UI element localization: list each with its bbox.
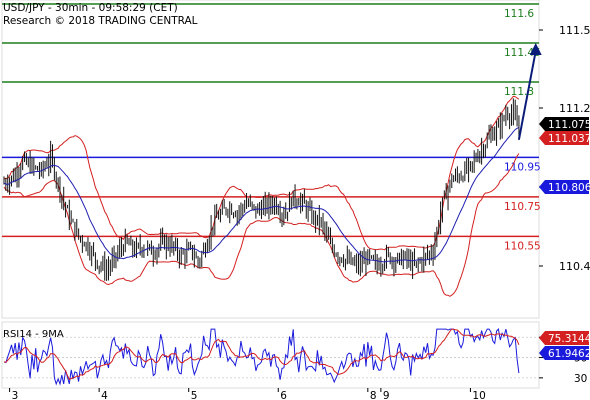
bollinger-lower <box>3 153 520 297</box>
level-label-110.75: 110.75 <box>504 201 541 213</box>
rsi-tag-text-75.3144: 75.3144 <box>548 333 590 345</box>
price-tag-110.806 <box>539 180 589 194</box>
chart-copyright: Research © 2018 TRADING CENTRAL <box>3 15 198 27</box>
time-tick-label-4: 4 <box>101 390 108 400</box>
moving-average <box>3 126 520 263</box>
time-tick-label-5: 5 <box>191 390 198 400</box>
price-tag-111.075 <box>539 117 589 131</box>
rsi-ma-line <box>3 328 520 381</box>
forecast-arrow <box>517 43 542 140</box>
level-label-110.55: 110.55 <box>504 240 541 252</box>
time-tick-label-6: 6 <box>280 390 287 400</box>
forecast-arrow-shaft <box>517 50 537 140</box>
level-label-111.6: 111.6 <box>504 8 534 20</box>
price-axis: 110.4110.8111.2111.5111.075111.037110.80… <box>539 24 590 273</box>
forecast-arrow-head <box>529 43 542 55</box>
price-tag-text-110.806: 110.806 <box>548 182 590 194</box>
level-label-111.45: 111.45 <box>504 47 541 59</box>
rsi-tag-75.3144 <box>539 331 589 345</box>
price-tag-text-111.075: 111.075 <box>548 119 590 131</box>
level-label-110.95: 110.95 <box>504 161 541 173</box>
time-tick-label-9: 9 <box>383 390 390 400</box>
price-tag-111.037 <box>539 131 589 145</box>
rsi-tag-text-61.9462: 61.9462 <box>548 348 590 360</box>
main-plot-frame <box>1 0 540 319</box>
price-tag-text-111.037: 111.037 <box>548 133 590 145</box>
price-tick-label: 111.2 <box>559 102 590 115</box>
time-tick-label-8: 8 <box>370 390 377 400</box>
time-tick-label-3: 3 <box>12 390 19 400</box>
time-tick-label-10: 10 <box>472 390 485 400</box>
rsi-title: RSI14 - 9MA <box>3 329 64 340</box>
rsi-plot-frame <box>1 321 540 389</box>
time-axis: 3 4 5 6 8 9 10 <box>9 388 486 400</box>
rsi-tick-label-30: 30 <box>574 373 587 385</box>
price-tick-label: 111.5 <box>559 24 590 37</box>
price-tick-label: 110.4 <box>559 260 590 273</box>
rsi-tag-61.9462 <box>539 346 589 360</box>
rsi-line <box>3 328 520 386</box>
chart-title: USD/JPY - 30min - 09:58:29 (CET) <box>3 2 178 14</box>
moving-average-line <box>3 126 520 263</box>
